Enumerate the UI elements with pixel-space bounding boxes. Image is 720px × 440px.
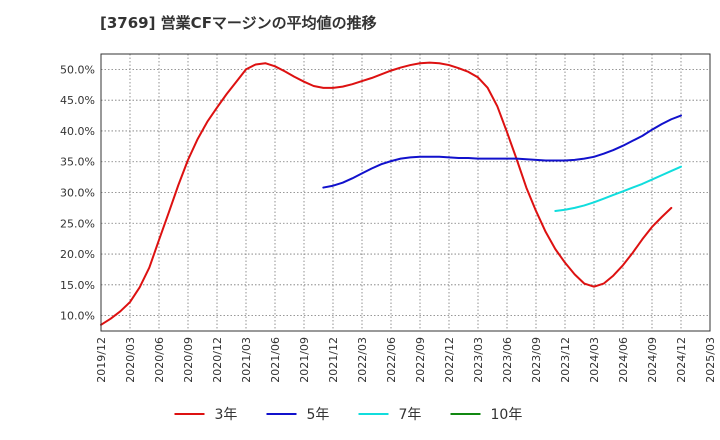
x-tick-label: 2023/09	[530, 337, 543, 383]
x-tick-label: 2020/12	[211, 337, 224, 383]
x-tick-label: 2022/06	[385, 337, 398, 383]
legend-label-3: 10年	[491, 407, 523, 423]
series-line-1	[322, 114, 682, 189]
x-tick-label: 2022/12	[443, 337, 456, 383]
x-tick-label: 2021/03	[240, 337, 253, 383]
x-tick-label: 2021/06	[269, 337, 282, 383]
x-tick-label: 2019/12	[95, 337, 108, 383]
series-line-0	[100, 61, 673, 326]
x-tick-label: 2024/12	[675, 337, 688, 383]
x-tick-label: 2021/09	[298, 337, 311, 383]
legend-label-1: 5年	[307, 407, 330, 423]
y-tick-label: 50.0%	[60, 63, 95, 76]
legend-label-0: 3年	[215, 407, 238, 423]
y-tick-label: 35.0%	[60, 156, 95, 169]
x-tick-label: 2020/03	[124, 337, 137, 383]
x-tick-label: 2022/09	[414, 337, 427, 383]
x-tick-label: 2022/03	[356, 337, 369, 383]
x-tick-label: 2023/12	[559, 337, 572, 383]
x-tick-label: 2021/12	[327, 337, 340, 383]
y-tick-label: 20.0%	[60, 248, 95, 261]
y-tick-label: 15.0%	[60, 279, 95, 292]
x-tick-label: 2020/06	[153, 337, 166, 383]
chart-title: [3769] 営業CFマージンの平均値の推移	[100, 14, 377, 32]
y-tick-label: 30.0%	[60, 187, 95, 200]
y-tick-label: 40.0%	[60, 125, 95, 138]
series-line-2	[554, 165, 682, 212]
x-tick-label: 2024/03	[588, 337, 601, 383]
x-tick-label: 2023/03	[472, 337, 485, 383]
plot-frame	[100, 53, 711, 332]
y-tick-label: 25.0%	[60, 217, 95, 230]
x-tick-label: 2020/09	[182, 337, 195, 383]
y-tick-label: 10.0%	[60, 310, 95, 323]
x-tick-label: 2024/09	[646, 337, 659, 383]
series-layer	[100, 61, 682, 326]
x-tick-label: 2023/06	[501, 337, 514, 383]
grid-layer	[100, 54, 711, 331]
x-tick-label: 2024/06	[617, 337, 630, 383]
legend: 3年 5年 7年 10年	[174, 407, 523, 423]
axis-layer: 10.0% 15.0% 20.0% 25.0% 30.0% 35.0% 40.0% 45.0%…	[60, 53, 717, 383]
legend-label-2: 7年	[399, 407, 422, 423]
y-tick-label: 45.0%	[60, 94, 95, 107]
x-tick-label: 2025/03	[704, 337, 717, 383]
